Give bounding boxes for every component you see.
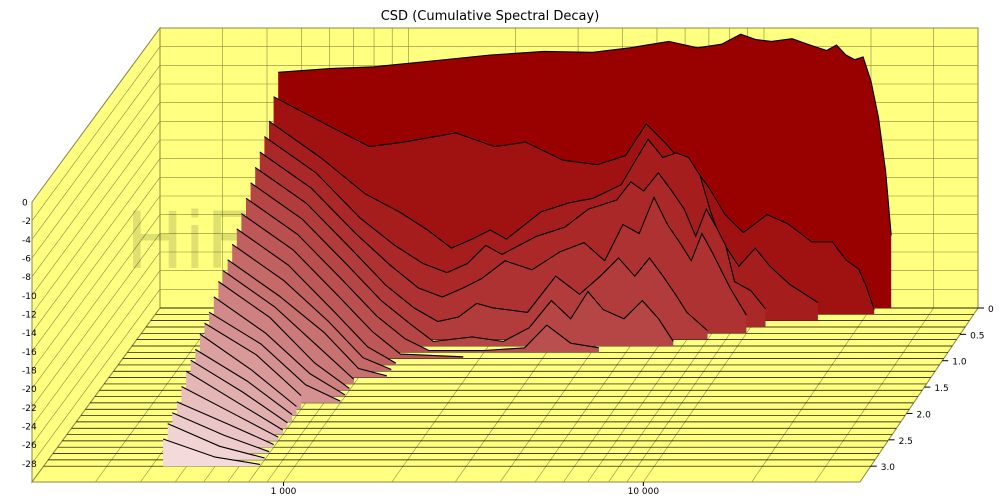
decay-slice-outline [208, 311, 341, 402]
side-wall-gridline [31, 233, 161, 408]
decay-slice [163, 439, 260, 467]
decay-slice-outline [195, 348, 293, 416]
decay-slice-outline [162, 438, 261, 465]
decay-slice-outline [199, 333, 297, 407]
time-tick-label: 3.0 [881, 463, 896, 473]
side-wall-gridline [31, 289, 161, 464]
decay-slice-outline [231, 243, 392, 371]
z-tick-label: -8 [22, 273, 31, 283]
x-tick-label: 10 000 [628, 487, 660, 497]
side-wall-gridline [31, 158, 161, 333]
z-tick-label: -26 [22, 441, 37, 451]
decay-slice-outline [245, 197, 599, 352]
decay-slice-outline [268, 120, 819, 303]
z-tick-label: -22 [22, 404, 37, 414]
side-wall-gridline [31, 121, 161, 296]
side-wall-gridline [31, 83, 161, 259]
side-wall-gridline [31, 27, 161, 203]
x-tick-label: 1 000 [271, 487, 297, 497]
side-wall-gridline [31, 251, 161, 427]
z-tick-label: -12 [22, 311, 37, 321]
z-tick-label: -14 [22, 329, 37, 339]
z-tick-label: -16 [22, 348, 37, 358]
decay-slice-outline [176, 401, 274, 446]
side-wall-gridline [31, 46, 161, 221]
side-wall-gridline [31, 102, 161, 277]
decay-slice-outline [222, 270, 355, 380]
side-wall-gridline [31, 214, 161, 389]
side-wall-gridline [31, 65, 161, 240]
decay-slice-outline [259, 151, 747, 316]
decay-slice-outline [218, 281, 350, 389]
side-wall-gridline [31, 177, 161, 352]
decay-slice-outline [236, 228, 397, 364]
decay-slice-outline [167, 423, 265, 459]
chart-title: CSD (Cumulative Spectral Decay) [381, 9, 600, 24]
z-tick-label: -10 [22, 292, 37, 302]
decay-slice-outline [278, 33, 892, 236]
time-tick-label: 0 [988, 305, 994, 315]
decay-slice-outline [250, 182, 674, 342]
z-axis-ticks: 0 -2 -4 -6 -8 -10 -12 -14 -16 -18 -20 -22 -24 -26 -28 [22, 199, 37, 470]
side-wall-gridline [31, 139, 161, 315]
z-tick-label: -24 [22, 423, 37, 433]
x-axis-ticks: 1 000 10 000 [271, 482, 660, 497]
floor-freq-gridline [859, 307, 979, 483]
time-tick-label: 1.0 [952, 358, 967, 368]
floor-freq-gridline [751, 307, 872, 483]
decay-slice-outline [204, 322, 302, 397]
time-tick-label: 0.5 [970, 331, 984, 341]
time-tick-label: 2.0 [916, 410, 931, 420]
side-wall-gridline [31, 270, 161, 445]
decay-slice-outline [254, 166, 708, 332]
floor-freq-gridline [814, 307, 934, 483]
z-tick-label: -4 [22, 236, 31, 246]
decay-slice-outline [264, 136, 766, 310]
decay-slice-outline [213, 296, 346, 396]
time-tick-label: 2.5 [899, 437, 913, 447]
floor-freq-gridline [608, 307, 730, 483]
decay-slices [162, 33, 892, 467]
side-wall-gridline [31, 195, 161, 371]
z-tick-label: -28 [22, 460, 37, 470]
decay-slice-outline [185, 370, 284, 431]
time-tick-label: 1.5 [934, 384, 948, 394]
floor-freq-gridline [626, 307, 748, 483]
z-tick-label: -6 [22, 255, 31, 265]
decay-slice-outline [181, 386, 279, 438]
floor-freq-gridline [31, 307, 161, 483]
time-axis-ticks: 0 0.5 1.0 1.5 2.0 2.5 3.0 [870, 305, 994, 473]
decay-slice-outline [241, 213, 464, 358]
z-tick-label: -2 [22, 217, 31, 227]
z-tick-label: -20 [22, 385, 37, 395]
decay-slice-outline [190, 359, 288, 424]
decay-slice-outline [227, 259, 387, 377]
decay-slice-outline [172, 412, 270, 453]
floor-freq-gridline [643, 307, 765, 483]
z-tick-label: 0 [22, 199, 28, 209]
z-tick-label: -18 [22, 367, 37, 377]
